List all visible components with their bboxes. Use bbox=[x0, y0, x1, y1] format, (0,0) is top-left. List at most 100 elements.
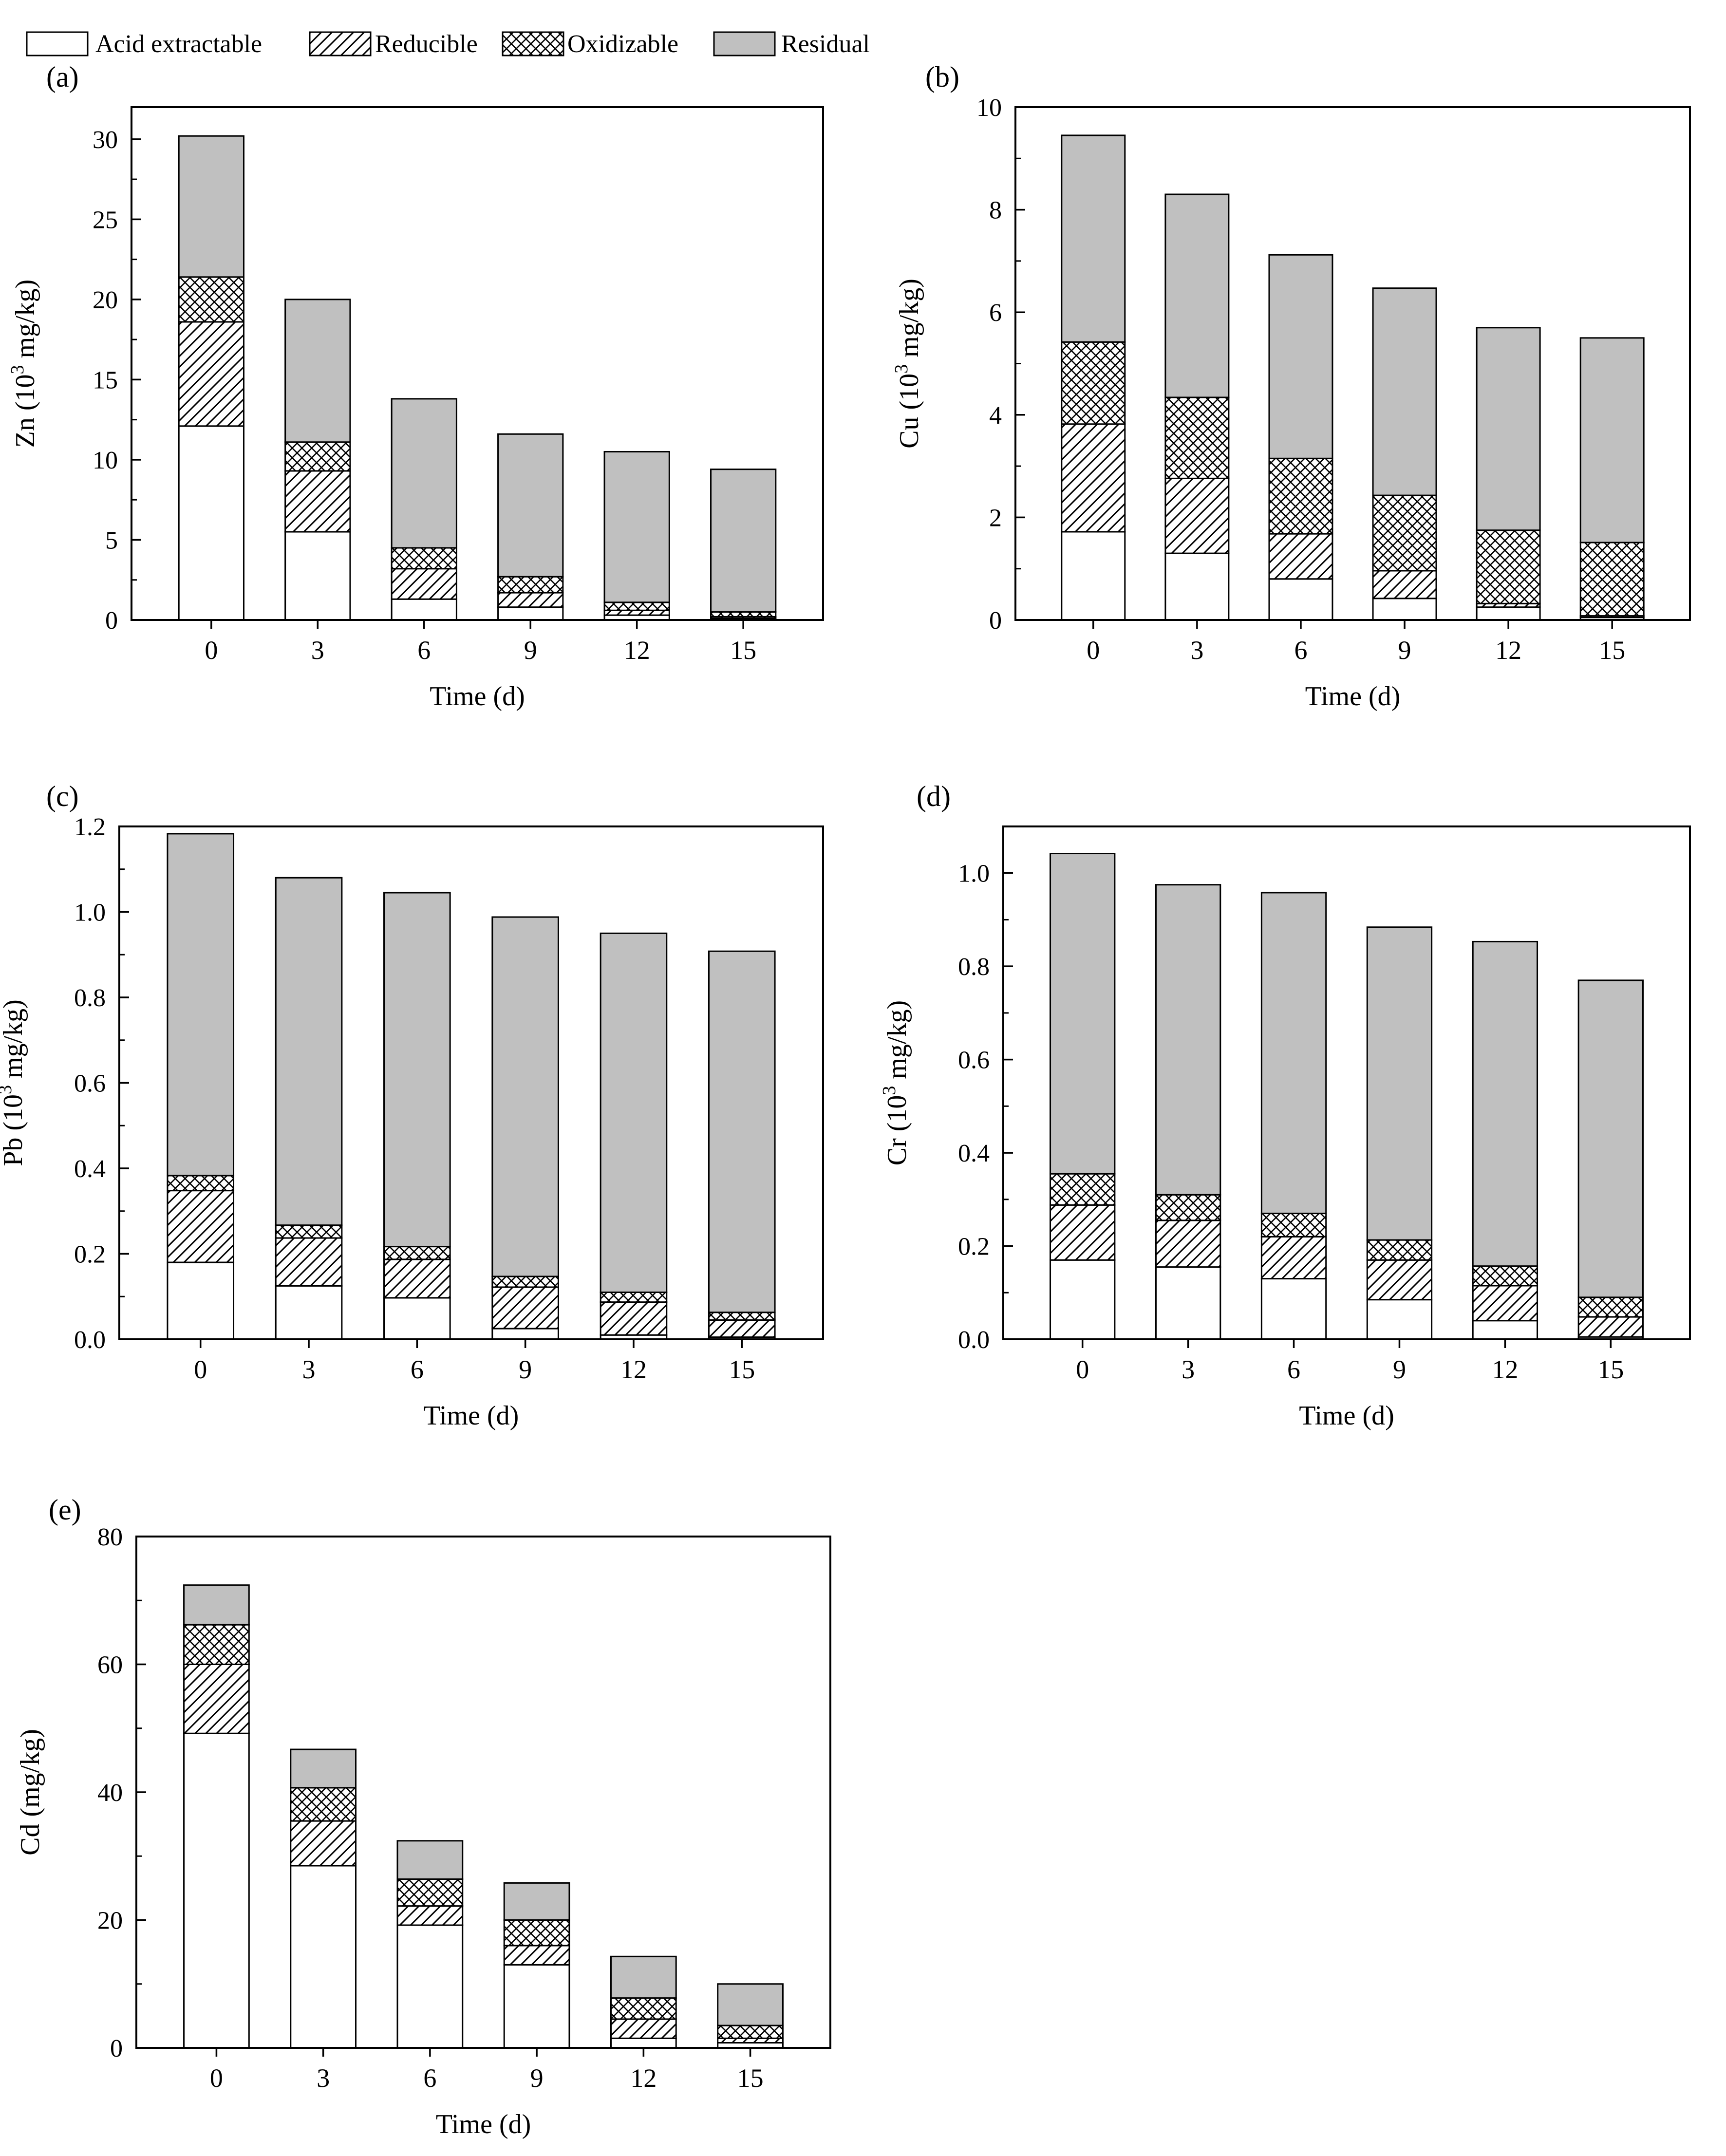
bar-segment-residual-a-9 bbox=[497, 433, 564, 578]
bar-segment-acid-c-0 bbox=[167, 1261, 235, 1340]
x-axis-label-a: Time (d) bbox=[430, 681, 525, 712]
y-tick-label-d: 1.0 bbox=[958, 860, 990, 888]
x-tick-label-d-9: 9 bbox=[1393, 1355, 1406, 1384]
bar-segment-acid-e-0 bbox=[183, 1732, 250, 2049]
bar-segment-acid-e-6 bbox=[396, 1924, 464, 2049]
x-tick-label-c-0: 0 bbox=[194, 1355, 207, 1384]
bar-segment-residual-d-12 bbox=[1472, 940, 1538, 1267]
bar-segment-acid-c-6 bbox=[383, 1297, 451, 1340]
legend-item-residual: Residual bbox=[713, 30, 870, 58]
y-tick-label-c: 0.0 bbox=[74, 1326, 106, 1354]
y-tick-label-c: 0.8 bbox=[74, 984, 106, 1012]
y-axis-label-sup: 3 bbox=[891, 364, 912, 374]
bar-segment-reducible-d-9 bbox=[1366, 1259, 1433, 1301]
y-tick-label-d: 0.4 bbox=[958, 1140, 990, 1167]
x-tick-label-b-15: 15 bbox=[1599, 636, 1625, 665]
bar-segment-residual-e-3 bbox=[290, 1748, 357, 1789]
x-axis-label-e: Time (d) bbox=[436, 2109, 531, 2139]
bar-segment-reducible-d-0 bbox=[1050, 1204, 1116, 1261]
x-tick-label-a-3: 3 bbox=[311, 636, 324, 665]
bar-segment-acid-b-9 bbox=[1372, 598, 1437, 621]
chart-panel-d: (d) 0.0 0.2 0.4 0.6 0.8 1.0 0 3 6 9 12 15 Time (d) Cr … bbox=[879, 780, 1691, 1431]
bar-segment-oxidizable-c-9 bbox=[491, 1275, 559, 1288]
legend-item-acid: Acid extractable bbox=[26, 30, 262, 58]
bar-segment-oxidizable-e-15 bbox=[717, 2025, 784, 2039]
bar-segment-residual-d-15 bbox=[1577, 979, 1644, 1298]
y-tick-label-a: 25 bbox=[93, 206, 118, 234]
y-axis-label-sup: 3 bbox=[879, 1086, 900, 1095]
bar-segment-residual-b-0 bbox=[1061, 134, 1126, 343]
legend-swatch-reducible bbox=[309, 31, 372, 56]
y-axis-label-main: Cd (mg/kg) bbox=[15, 1729, 45, 1856]
y-axis-label-main: Cr (10 bbox=[882, 1095, 912, 1166]
bar-segment-oxidizable-b-6 bbox=[1268, 457, 1333, 535]
bar-segment-acid-d-6 bbox=[1260, 1278, 1327, 1340]
x-tick-label-d-15: 15 bbox=[1597, 1355, 1624, 1384]
bar-segment-acid-e-9 bbox=[503, 1964, 570, 2049]
bar-segment-reducible-a-9 bbox=[497, 592, 564, 608]
bar-segment-reducible-d-15 bbox=[1577, 1316, 1644, 1338]
x-tick-label-d-0: 0 bbox=[1076, 1355, 1089, 1384]
y-axis-label-d: Cr (103 mg/kg) bbox=[879, 1000, 912, 1165]
x-tick-label-c-15: 15 bbox=[729, 1355, 755, 1384]
bar-segment-oxidizable-c-15 bbox=[708, 1312, 776, 1321]
bar-segment-oxidizable-a-0 bbox=[178, 276, 244, 323]
legend-label-residual: Residual bbox=[781, 30, 870, 58]
bar-segment-reducible-e-0 bbox=[183, 1664, 250, 1734]
bar-segment-oxidizable-b-0 bbox=[1061, 341, 1126, 425]
chart-panel-e: (e) 0 20 40 60 80 0 3 6 9 12 15 Time (d) Cd (mg/kg) bbox=[15, 1494, 831, 2139]
bar-segment-reducible-e-12 bbox=[610, 2018, 677, 2039]
y-tick-label-a: 5 bbox=[105, 526, 118, 554]
y-tick-label-e: 40 bbox=[97, 1779, 123, 1807]
bar-segment-residual-b-12 bbox=[1476, 327, 1541, 531]
legend-item-oxidizable: Oxidizable bbox=[502, 30, 678, 58]
legend-label-acid: Acid extractable bbox=[95, 30, 262, 58]
y-tick-label-a: 30 bbox=[93, 126, 118, 154]
panel-label-c: (c) bbox=[46, 780, 79, 812]
bar-segment-acid-a-6 bbox=[391, 598, 457, 621]
y-axis-label-tail: mg/kg) bbox=[10, 280, 40, 365]
bar-segment-oxidizable-b-3 bbox=[1164, 396, 1230, 479]
bar-segment-oxidizable-c-0 bbox=[167, 1175, 235, 1192]
bar-segment-reducible-d-3 bbox=[1155, 1219, 1221, 1268]
x-tick-label-e-3: 3 bbox=[317, 2063, 330, 2093]
legend-swatch-oxidizable bbox=[502, 31, 564, 56]
x-tick-label-d-3: 3 bbox=[1182, 1355, 1195, 1384]
panel-label-a: (a) bbox=[46, 61, 79, 93]
x-tick-label-c-6: 6 bbox=[411, 1355, 424, 1384]
bar-segment-reducible-e-6 bbox=[396, 1905, 464, 1926]
bar-segment-oxidizable-a-6 bbox=[391, 547, 457, 570]
y-tick-label-b: 0 bbox=[989, 607, 1002, 635]
bar-segment-residual-d-0 bbox=[1050, 853, 1116, 1175]
bar-segment-reducible-b-3 bbox=[1164, 477, 1230, 554]
y-tick-label-b: 6 bbox=[989, 299, 1002, 327]
bar-segment-reducible-c-0 bbox=[167, 1190, 235, 1263]
bar-segment-residual-a-0 bbox=[178, 135, 244, 278]
bar-segment-acid-d-9 bbox=[1366, 1299, 1433, 1340]
x-tick-label-c-9: 9 bbox=[519, 1355, 532, 1384]
x-tick-label-a-6: 6 bbox=[417, 636, 431, 665]
y-tick-label-d: 0.6 bbox=[958, 1047, 990, 1074]
panel-label-b: (b) bbox=[925, 61, 959, 93]
x-tick-label-b-12: 12 bbox=[1495, 636, 1521, 665]
y-axis-label-main: Cu (10 bbox=[894, 374, 924, 449]
x-tick-label-e-9: 9 bbox=[530, 2063, 544, 2093]
x-axis-label-b: Time (d) bbox=[1305, 681, 1401, 712]
x-tick-label-b-6: 6 bbox=[1294, 636, 1307, 665]
bar-segment-oxidizable-e-9 bbox=[503, 1919, 570, 1947]
panel-label-e: (e) bbox=[49, 1494, 81, 1526]
legend-item-reducible: Reducible bbox=[309, 30, 478, 58]
bar-segment-residual-b-6 bbox=[1268, 254, 1333, 459]
bar-segment-reducible-a-3 bbox=[284, 470, 351, 533]
bar-segment-oxidizable-d-6 bbox=[1260, 1213, 1327, 1237]
x-tick-label-a-0: 0 bbox=[205, 636, 218, 665]
bar-segment-residual-e-6 bbox=[396, 1840, 464, 1880]
bar-segment-reducible-e-3 bbox=[290, 1820, 357, 1867]
bar-segment-acid-b-12 bbox=[1476, 606, 1541, 621]
bar-segment-residual-c-0 bbox=[167, 833, 235, 1177]
x-tick-label-e-6: 6 bbox=[423, 2063, 436, 2093]
bar-segment-reducible-b-0 bbox=[1061, 423, 1126, 533]
